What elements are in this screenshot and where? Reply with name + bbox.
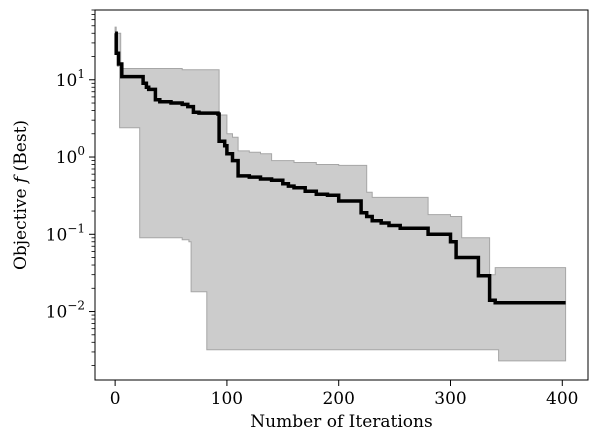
y-tick-label-exponent: 1 [77, 67, 85, 81]
x-tick-label: 300 [434, 389, 466, 409]
x-axis: 0 100 200 300 400 [110, 380, 579, 409]
y-tick-label-exponent: −1 [67, 221, 85, 235]
y-tick-label-exponent: −2 [67, 299, 85, 313]
plot-frame [94, 9, 589, 381]
y-tick-label-base: 10 [56, 148, 78, 168]
y-tick-label-base: 10 [46, 303, 68, 323]
y-minor-ticks [91, 9, 95, 366]
y-tick-label-base: 10 [56, 71, 78, 91]
y-tick-label: 100 [56, 144, 85, 168]
y-axis-title-suffix: (Best) [11, 120, 31, 177]
x-tick-label: 100 [211, 389, 243, 409]
x-axis-title: Number of Iterations [250, 412, 432, 432]
y-axis-title: Objective f (Best) [11, 120, 31, 270]
y-tick-label-base: 10 [46, 225, 68, 245]
y-tick-label: 101 [56, 67, 85, 91]
x-tick-label: 0 [110, 389, 121, 409]
y-tick-label: 10−2 [46, 299, 85, 323]
best-objective-line [114, 31, 566, 305]
y-tick-label: 10−1 [46, 221, 85, 245]
y-tick-label-exponent: 0 [77, 144, 85, 158]
x-tick-label: 400 [546, 389, 578, 409]
x-tick-label: 200 [322, 389, 354, 409]
y-axis-title-prefix: Objective [11, 183, 31, 270]
y-axis-title-symbol: f [11, 174, 31, 185]
